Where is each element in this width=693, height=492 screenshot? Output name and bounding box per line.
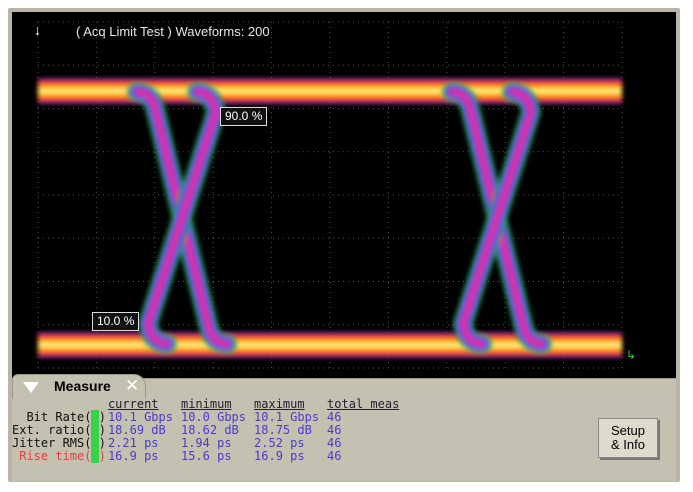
current-value: 16.9 ps — [107, 449, 159, 463]
maximum-value: 2.52 ps — [254, 436, 305, 450]
channel-badge: 2 — [91, 436, 99, 450]
measurement-row[interactable]: Rise time(2) 16.9 ps 15.6 ps 16.9 ps 46 — [12, 449, 407, 463]
info-label: & Info — [611, 437, 645, 452]
marker-90-percent[interactable]: 90.0 % — [220, 107, 268, 126]
measurement-row[interactable]: Bit Rate(2) 10.1 Gbps 10.0 Gbps 10.1 Gbp… — [12, 410, 407, 424]
minimum-value: 10.0 Gbps — [180, 410, 247, 424]
measure-tab-label: Measure — [54, 378, 111, 394]
measure-tab[interactable]: Measure ✕ — [12, 374, 146, 399]
close-icon[interactable]: ✕ — [125, 376, 140, 395]
total-value: 46 — [327, 436, 342, 450]
setup-info-button[interactable]: Setup & Info — [598, 418, 658, 458]
col-total: total meas — [327, 397, 400, 411]
total-value: 46 — [327, 423, 342, 437]
maximum-value: 18.75 dB — [254, 423, 312, 437]
col-maximum: maximum — [254, 397, 305, 411]
col-minimum: minimum — [180, 397, 232, 411]
channel-badge: 2 — [91, 410, 99, 424]
col-current: current — [107, 397, 159, 411]
measurement-row[interactable]: Jitter RMS(2) 2.21 ps 1.94 ps 2.52 ps 46 — [12, 436, 407, 450]
channel-badge: 2 — [91, 449, 99, 463]
maximum-value: 10.1 Gbps — [254, 410, 320, 424]
waveform-display: ↳ ↓ ( Acq Limit Test ) Waveforms: 200 90… — [12, 12, 676, 378]
eye-diagram: ↳ — [37, 21, 636, 369]
total-value: 46 — [327, 449, 342, 463]
acquisition-title: ( Acq Limit Test ) Waveforms: 200 — [76, 24, 270, 39]
measurement-label: Rise time(2) — [19, 449, 106, 463]
measurement-label: Ext. ratio(2) — [12, 423, 106, 437]
minimum-value: 15.6 ps — [180, 449, 232, 463]
total-value: 46 — [327, 410, 342, 424]
marker-10-percent[interactable]: 10.0 % — [92, 312, 140, 331]
minimum-value: 18.62 dB — [180, 423, 239, 437]
channel-marker: ↳ — [626, 348, 636, 362]
collapse-triangle-icon[interactable] — [23, 382, 39, 393]
setup-label: Setup — [611, 423, 645, 438]
channel-badge: 2 — [91, 423, 99, 437]
measurement-label: Bit Rate(2) — [26, 410, 106, 424]
transition-trace — [461, 90, 533, 346]
minimum-value: 1.94 ps — [180, 436, 232, 450]
measurement-label: Jitter RMS(2) — [12, 436, 106, 450]
current-value: 10.1 Gbps — [107, 410, 173, 424]
trigger-icon: ↓ — [34, 22, 41, 38]
measurement-row[interactable]: Ext. ratio(2) 18.69 dB 18.62 dB 18.75 dB… — [12, 423, 407, 437]
maximum-value: 16.9 ps — [254, 449, 305, 463]
measurement-table: current minimum maximum total meas Bit R… — [12, 398, 407, 463]
current-value: 18.69 dB — [107, 423, 166, 437]
transition-trace — [146, 90, 218, 346]
current-value: 2.21 ps — [107, 436, 159, 450]
